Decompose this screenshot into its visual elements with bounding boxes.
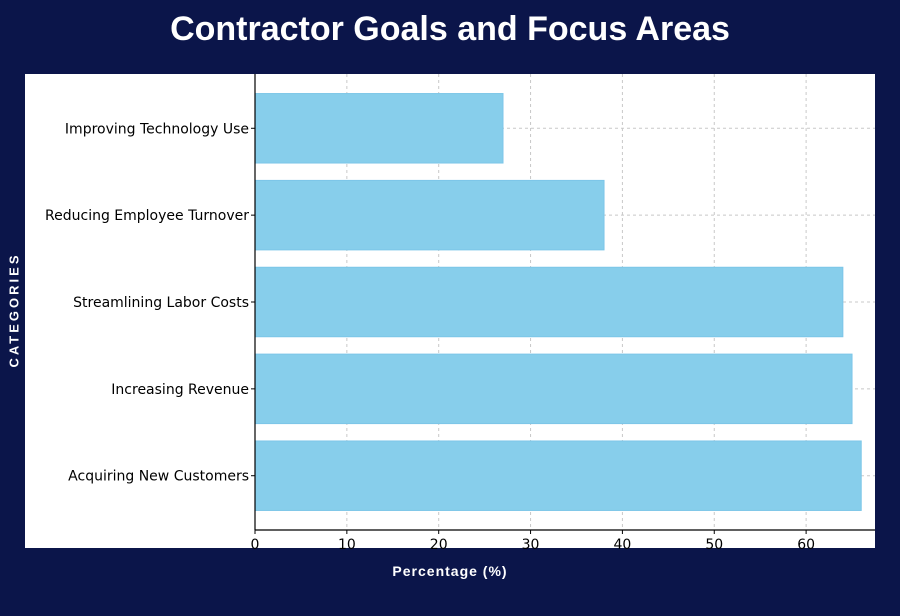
x-tick-label: 50: [705, 537, 723, 553]
x-tick-label: 10: [338, 537, 356, 553]
y-tick-label: Streamlining Labor Costs: [73, 295, 249, 311]
x-tick-label: 20: [430, 537, 448, 553]
bar-streamlining-labor-costs: [254, 266, 844, 338]
x-tick-label: 40: [613, 537, 631, 553]
x-tick-label: 0: [251, 537, 260, 553]
axis-layer: 0 10 20 30 40 50 60 Acquiring New Customers Incr…: [45, 74, 875, 553]
y-tick-label: Increasing Revenue: [111, 382, 249, 398]
bar-reducing-employee-turnover: [254, 179, 605, 251]
x-tick-label: 60: [797, 537, 815, 553]
y-tick-label: Improving Technology Use: [65, 121, 249, 137]
y-tick-label: Acquiring New Customers: [68, 469, 249, 485]
bar-acquiring-new-customers: [254, 440, 862, 511]
chart-title: Contractor Goals and Focus Areas: [170, 10, 730, 48]
x-axis-label: Percentage (%): [392, 563, 508, 579]
y-tick-label: Reducing Employee Turnover: [45, 208, 249, 224]
bar-increasing-revenue: [254, 353, 853, 425]
bar-layer: [254, 93, 862, 511]
x-tick-label: 30: [522, 537, 540, 553]
bar-improving-technology-use: [254, 93, 504, 164]
